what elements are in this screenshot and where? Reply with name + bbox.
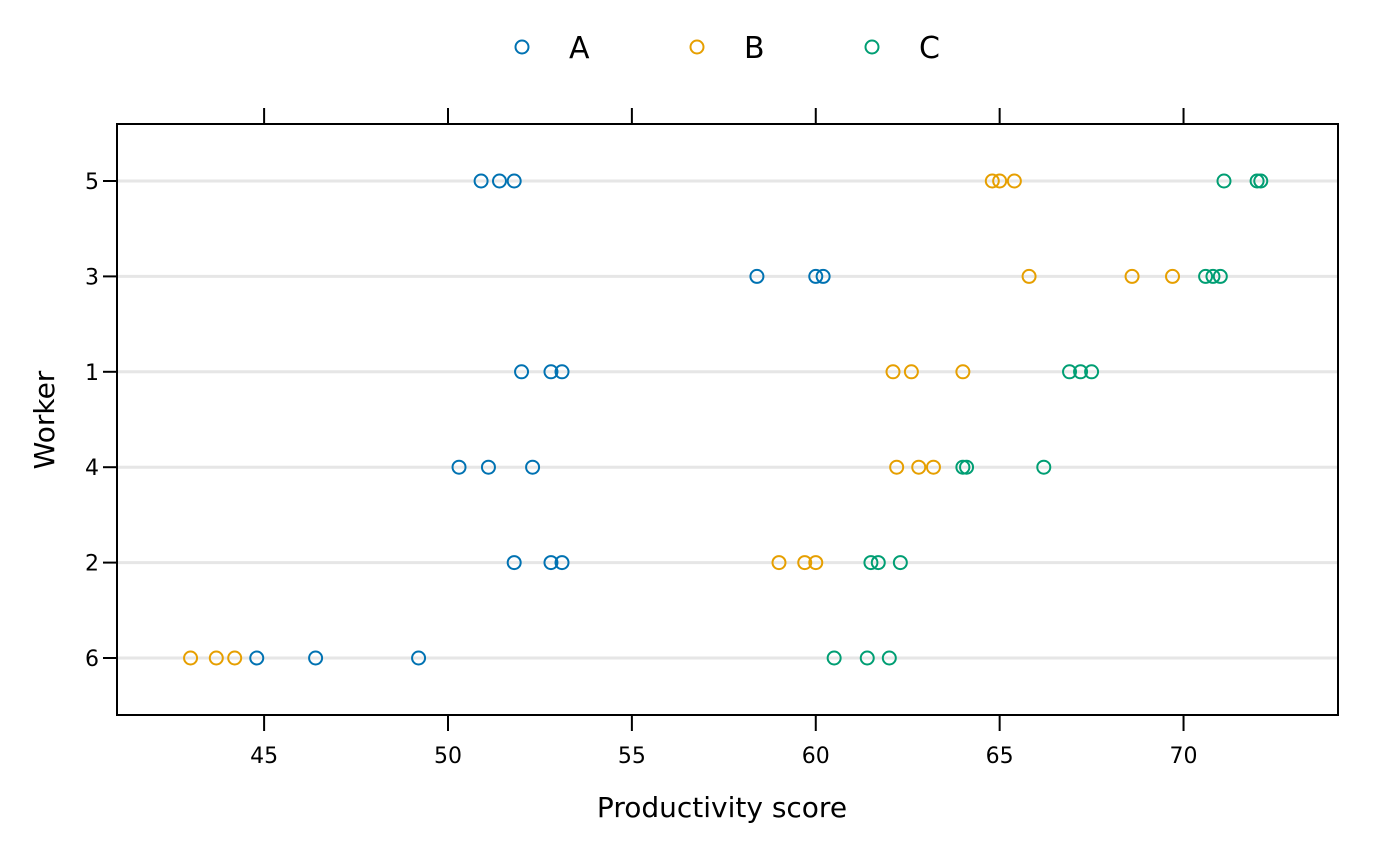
point-c-worker-6 [881, 650, 897, 666]
point-a-worker-4 [451, 459, 467, 475]
point-b-worker-2 [797, 555, 813, 571]
point-c-worker-4 [1036, 459, 1052, 475]
point-c-worker-3 [1198, 268, 1214, 284]
legend-label: A [569, 31, 590, 66]
legend-item-c: C [864, 31, 940, 66]
point-a-worker-2 [543, 555, 559, 571]
x-axis-title: Productivity score [597, 791, 847, 824]
point-c-worker-2 [892, 555, 908, 571]
point-a-worker-1 [554, 364, 570, 380]
point-b-worker-1 [885, 364, 901, 380]
y-tick-label: 1 [85, 361, 99, 386]
point-c-worker-2 [870, 555, 886, 571]
point-c-worker-4 [959, 459, 975, 475]
point-a-worker-4 [525, 459, 541, 475]
point-b-worker-2 [771, 555, 787, 571]
point-b-worker-4 [925, 459, 941, 475]
data-points [183, 173, 1269, 666]
point-a-worker-1 [543, 364, 559, 380]
legend-item-a: A [514, 31, 590, 66]
point-b-worker-3 [1021, 268, 1037, 284]
point-a-worker-6 [308, 650, 324, 666]
legend-label: B [744, 31, 765, 66]
point-a-worker-6 [411, 650, 427, 666]
x-axis-top-ticks [263, 108, 1185, 124]
point-a-worker-3 [808, 268, 824, 284]
legend-label: C [919, 31, 940, 66]
point-b-worker-2 [808, 555, 824, 571]
x-tick-label: 50 [434, 744, 462, 769]
point-c-worker-5 [1216, 173, 1232, 189]
point-a-worker-2 [554, 555, 570, 571]
legend-item-b: B [689, 31, 765, 66]
point-c-worker-3 [1205, 268, 1221, 284]
point-b-worker-6 [183, 650, 199, 666]
point-a-worker-6 [249, 650, 265, 666]
legend-marker [689, 39, 705, 55]
point-a-worker-5 [506, 173, 522, 189]
point-b-worker-5 [992, 173, 1008, 189]
point-b-worker-3 [1165, 268, 1181, 284]
y-axis: 6 2 4 1 3 5 [85, 170, 117, 672]
plot-frame [116, 123, 1339, 716]
point-b-worker-4 [911, 459, 927, 475]
x-tick-label: 45 [250, 744, 278, 769]
legend-marker [864, 39, 880, 55]
point-c-worker-5 [1253, 173, 1269, 189]
point-b-worker-4 [889, 459, 905, 475]
y-tick-label: 5 [85, 170, 99, 195]
x-axis-bottom: 45 50 55 60 65 70 [250, 715, 1198, 769]
point-a-worker-1 [514, 364, 530, 380]
point-b-worker-6 [227, 650, 243, 666]
point-c-worker-6 [859, 650, 875, 666]
point-b-worker-5 [984, 173, 1000, 189]
y-tick-label: 2 [85, 552, 99, 577]
x-tick-label: 70 [1170, 744, 1198, 769]
point-a-worker-3 [749, 268, 765, 284]
point-c-worker-1 [1062, 364, 1078, 380]
point-a-worker-5 [491, 173, 507, 189]
point-a-worker-3 [815, 268, 831, 284]
x-tick-label: 55 [618, 744, 646, 769]
point-b-worker-5 [1006, 173, 1022, 189]
point-c-worker-1 [1084, 364, 1100, 380]
point-b-worker-3 [1124, 268, 1140, 284]
legend: A B C [514, 31, 940, 66]
point-c-worker-6 [826, 650, 842, 666]
point-a-worker-2 [506, 555, 522, 571]
point-c-worker-2 [863, 555, 879, 571]
point-b-worker-1 [903, 364, 919, 380]
point-c-worker-3 [1212, 268, 1228, 284]
point-a-worker-5 [473, 173, 489, 189]
point-b-worker-6 [208, 650, 224, 666]
point-a-worker-4 [480, 459, 496, 475]
legend-marker [514, 39, 530, 55]
x-tick-label: 60 [802, 744, 830, 769]
y-tick-label: 3 [85, 265, 99, 290]
y-tick-label: 6 [85, 647, 99, 672]
point-b-worker-1 [955, 364, 971, 380]
point-c-worker-1 [1073, 364, 1089, 380]
y-axis-title: Worker [28, 370, 61, 469]
x-tick-label: 65 [986, 744, 1014, 769]
gridlines [117, 179, 1338, 660]
y-tick-label: 4 [85, 456, 99, 481]
